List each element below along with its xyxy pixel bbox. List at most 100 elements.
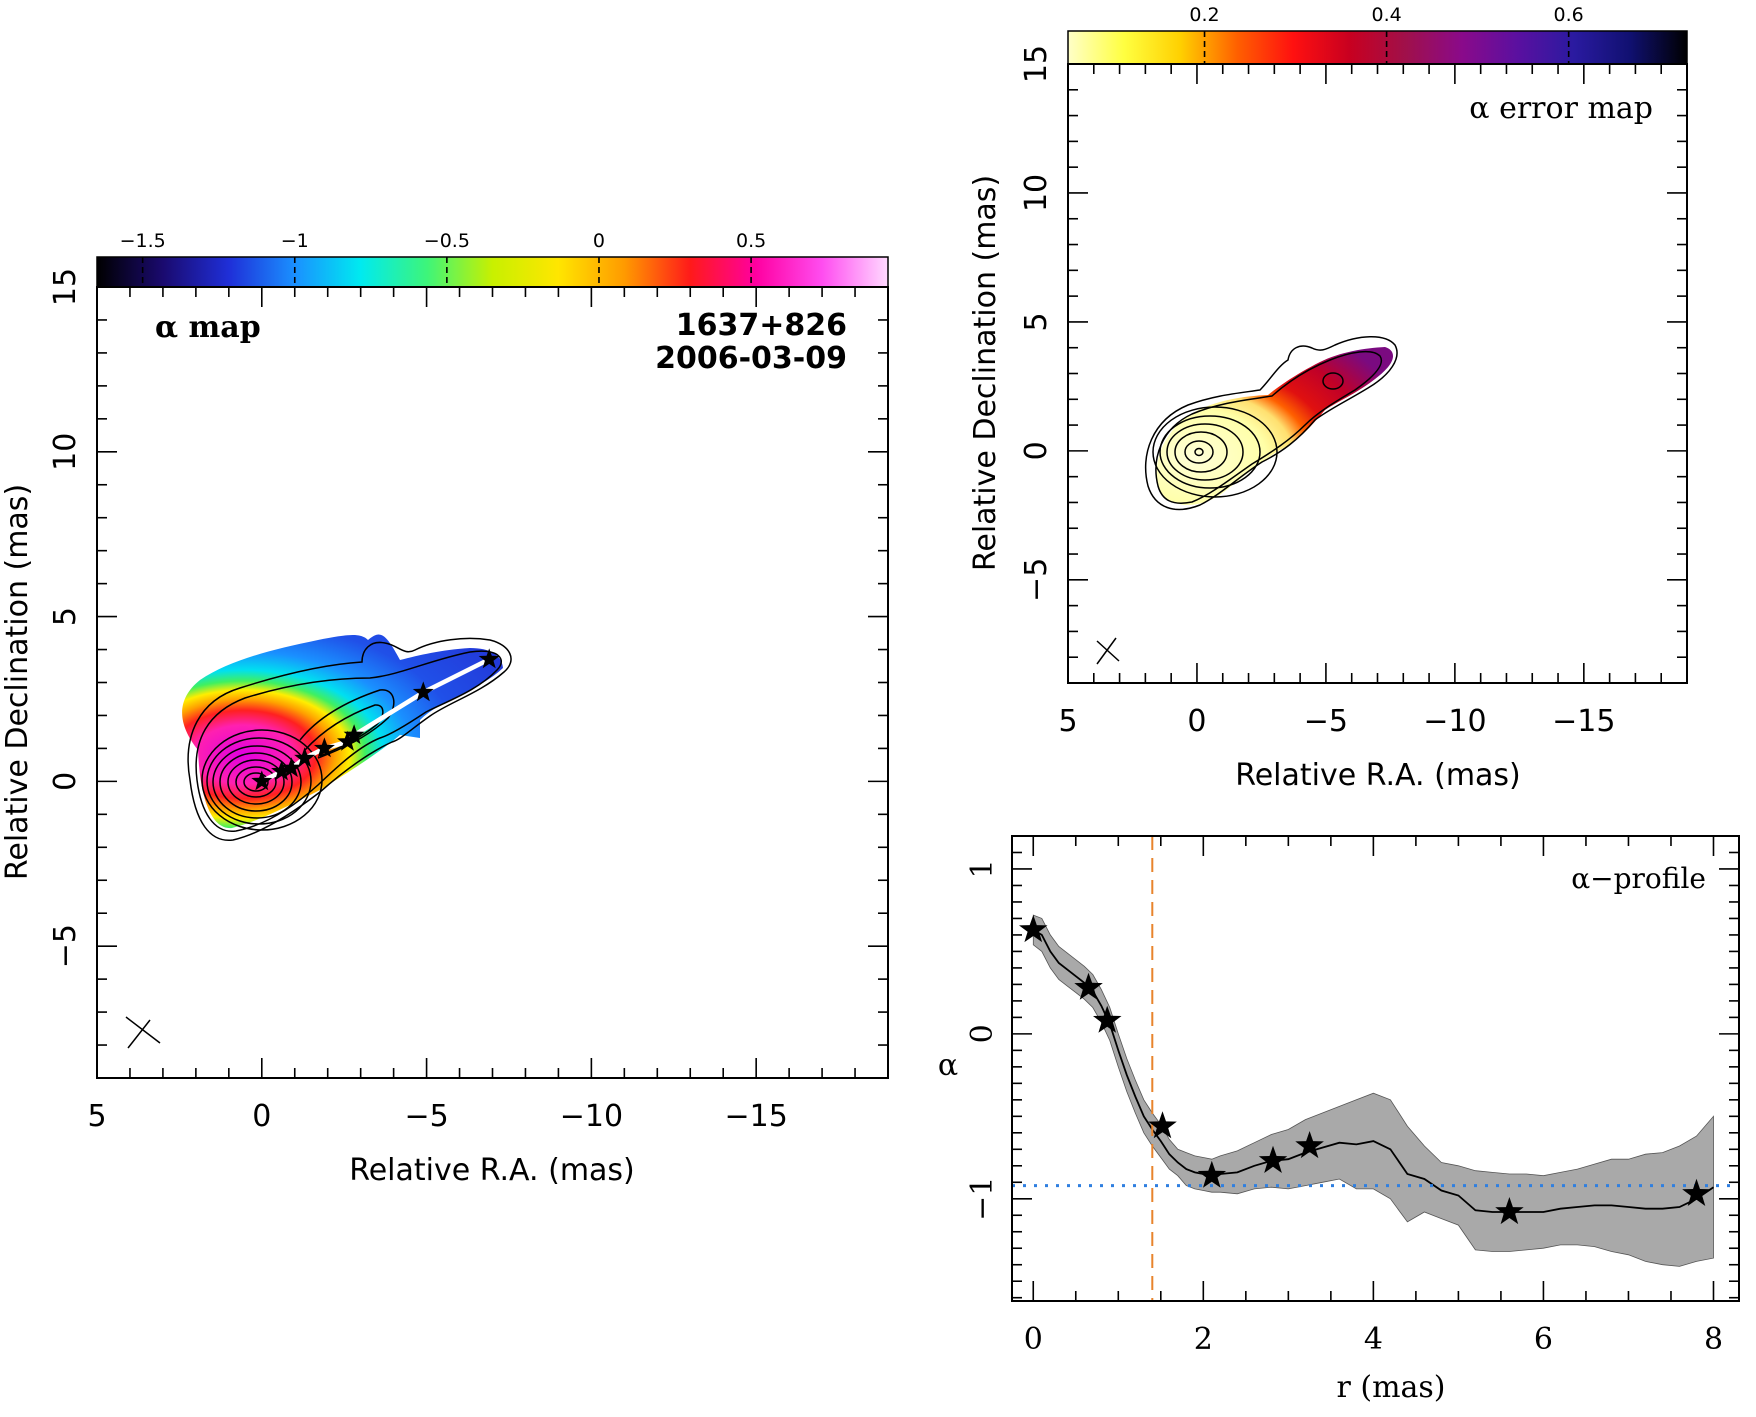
error-map-emission [1156, 347, 1394, 505]
profile-star-marker [1682, 1178, 1711, 1206]
ridge-star-marker [281, 757, 302, 778]
x-tick-label: 0 [252, 1099, 271, 1134]
profile-star-marker [1495, 1197, 1524, 1225]
contour [201, 729, 323, 831]
ridge-star-marker [412, 681, 434, 702]
alpha-map-title: α map [155, 310, 261, 345]
error-map-panel: 0.2 0.4 0.6 5 0 −5 −10 −15 15 10 5 0 −5 α error map… [968, 4, 1688, 793]
contour [206, 737, 312, 825]
y-tick-label: −5 [1019, 558, 1054, 602]
y-tick-label: 10 [48, 433, 83, 471]
ridge-markers [251, 648, 500, 791]
contour [1174, 431, 1228, 473]
alpha-profile-axis-ticks: 0 2 4 6 810−1 [965, 835, 1739, 1357]
y-tick-label: 0 [965, 1024, 1000, 1043]
alpha-colorbar-ticks: −1.5 −1 −0.5 0 0.5 [120, 230, 766, 287]
colorbar-tick-label: 0.6 [1554, 4, 1584, 26]
error-map-ylabel: Relative Declination (mas) [968, 175, 1003, 571]
ridge-star-marker [271, 760, 292, 781]
y-tick-label: 10 [1019, 174, 1054, 212]
contour [1152, 406, 1278, 498]
profile-star-marker [1148, 1111, 1177, 1139]
profile-star-marker [1295, 1131, 1324, 1159]
x-tick-label: −5 [1304, 704, 1348, 739]
beam-marker [125, 1016, 161, 1049]
error-map-title: α error map [1469, 91, 1653, 126]
error-colorbar-ticks: 0.2 0.4 0.6 [1189, 4, 1584, 64]
x-tick-label: −15 [1552, 704, 1615, 739]
outer-contour [1144, 336, 1398, 511]
alpha-profile-panel: 0 2 4 6 810−1 α−profile r (mas) α [938, 835, 1740, 1405]
alpha-profile-frame [1011, 835, 1740, 1302]
alpha-map-xlabel: Relative R.A. (mas) [349, 1153, 635, 1188]
outer-contour [187, 637, 512, 841]
ridge-star-marker [343, 724, 365, 745]
profile-star-marker [1197, 1160, 1227, 1188]
contour [243, 772, 269, 792]
x-tick-label: −15 [725, 1099, 788, 1134]
contour [219, 752, 293, 812]
ridge-star-marker [478, 648, 500, 669]
x-tick-label: 6 [1534, 1322, 1553, 1357]
colorbar-tick-label: −0.5 [424, 230, 470, 252]
colorbar-tick-label: −1.5 [120, 230, 166, 252]
y-tick-label: 5 [1019, 312, 1054, 331]
y-tick-label: −1 [965, 1177, 1000, 1221]
contour [212, 745, 302, 819]
alpha-colorbar [96, 256, 889, 288]
error-map-axis-ticks: 5 0 −5 −10 −15 15 10 5 0 −5 [1019, 45, 1688, 739]
alpha-map-ylabel: Relative Declination (mas) [0, 484, 35, 880]
ridge-star-marker [251, 770, 273, 791]
x-tick-label: 8 [1704, 1322, 1723, 1357]
contour [235, 766, 277, 798]
ridge-star-marker [294, 747, 316, 768]
x-tick-label: 2 [1194, 1322, 1213, 1357]
x-tick-label: 0 [1024, 1322, 1043, 1357]
x-tick-label: 0 [1187, 704, 1206, 739]
alpha-profile-title: α−profile [1571, 862, 1706, 895]
colorbar-tick-label: 0.2 [1189, 4, 1219, 26]
observation-date: 2006-03-09 [655, 341, 847, 376]
y-tick-label: 5 [48, 607, 83, 626]
y-tick-label: 0 [1019, 441, 1054, 460]
contour [1155, 350, 1383, 504]
beam-marker [1096, 637, 1120, 665]
contour [1166, 423, 1244, 481]
alpha-profile-ylabel: α [938, 1048, 958, 1083]
alpha-uncertainty-band [1032, 914, 1714, 1267]
y-tick-label: 0 [48, 772, 83, 791]
profile-star-marker [1258, 1145, 1288, 1173]
ridge-star-marker [314, 737, 335, 758]
error-colorbar [1067, 30, 1688, 65]
contour [227, 759, 285, 805]
x-tick-label: −5 [404, 1099, 448, 1134]
error-map-contours [1144, 336, 1398, 511]
alpha-profile-xlabel: r (mas) [1336, 1370, 1445, 1405]
alpha-map-axis-ticks: 5 0 −5 −10 −15 15 10 5 0 −5 [48, 268, 889, 1134]
ridge-star-marker [337, 730, 358, 751]
y-tick-label: 15 [48, 268, 83, 306]
colorbar-tick-label: 0 [593, 230, 605, 252]
error-map-xlabel: Relative R.A. (mas) [1235, 758, 1521, 793]
contour [1322, 372, 1344, 390]
profile-markers [1019, 915, 1711, 1225]
source-name: 1637+826 [676, 308, 847, 343]
contour [1159, 415, 1261, 489]
profile-star-marker [1019, 915, 1048, 943]
contour [1184, 440, 1214, 464]
profile-star-marker [1074, 972, 1103, 1000]
contour [299, 689, 395, 759]
y-tick-label: 15 [1019, 45, 1054, 83]
colorbar-tick-label: −1 [281, 230, 309, 252]
colorbar-tick-label: 0.5 [736, 230, 766, 252]
profile-star-marker [1093, 1005, 1122, 1033]
x-tick-label: 4 [1364, 1322, 1383, 1357]
colorbar-tick-label: 0.4 [1371, 4, 1401, 26]
x-tick-label: −10 [1423, 704, 1486, 739]
x-tick-label: 5 [87, 1099, 106, 1134]
contour [1194, 447, 1204, 457]
x-tick-label: 5 [1058, 704, 1077, 739]
y-tick-label: −5 [48, 924, 83, 968]
